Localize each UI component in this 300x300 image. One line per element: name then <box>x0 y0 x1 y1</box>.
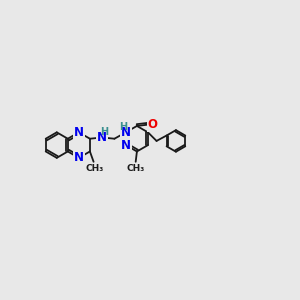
Text: CH₃: CH₃ <box>86 164 104 173</box>
Text: N: N <box>97 131 107 144</box>
Text: N: N <box>74 126 84 139</box>
Text: O: O <box>148 118 158 131</box>
Text: N: N <box>121 126 131 139</box>
Text: H: H <box>119 122 127 132</box>
Text: H: H <box>100 127 109 137</box>
Text: N: N <box>74 152 84 164</box>
Text: N: N <box>121 139 131 152</box>
Text: CH₃: CH₃ <box>127 164 145 173</box>
